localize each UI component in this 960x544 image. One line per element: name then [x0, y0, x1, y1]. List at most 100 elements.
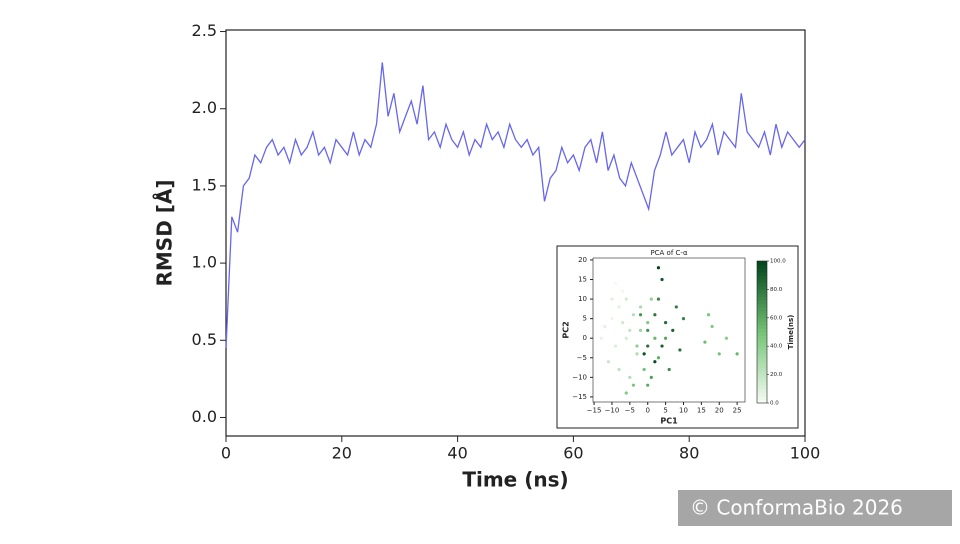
plot-frame: [225, 29, 806, 437]
pca-point: [628, 328, 632, 332]
pca-point: [735, 352, 739, 356]
pca-point: [631, 383, 636, 387]
colorbar-band: [757, 264, 767, 269]
pca-point: [599, 336, 603, 340]
colorbar-band: [757, 381, 767, 386]
x-axis-label: Time (ns): [462, 468, 568, 492]
pca-point: [628, 375, 632, 379]
y-tick-label: 15: [578, 276, 587, 284]
colorbar-band: [757, 310, 767, 315]
colorbar-band: [757, 261, 767, 266]
pca-point: [635, 352, 639, 356]
colorbar-band: [757, 388, 767, 393]
pca-point: [664, 320, 668, 325]
colorbar-band: [757, 335, 767, 340]
pca-point: [724, 336, 729, 340]
x-tick-label: −5: [625, 406, 635, 414]
pca-point: [674, 305, 678, 309]
pca-point: [642, 352, 646, 356]
pca-point: [603, 324, 607, 329]
colorbar-band: [757, 307, 767, 312]
x-tick-label: −10: [605, 406, 620, 414]
colorbar-band: [757, 342, 767, 347]
y-tick-label: 20: [578, 256, 587, 264]
colorbar-tick-label: 40.0: [770, 344, 783, 350]
x-tick-label: −15: [587, 406, 602, 414]
plot-frame: [592, 257, 746, 403]
x-tick-label: 0: [221, 444, 231, 463]
pca-point: [617, 305, 621, 309]
pca-point: [646, 328, 650, 332]
colorbar-band: [757, 296, 767, 301]
pca-point: [653, 313, 657, 317]
y-tick-label: −15: [572, 393, 587, 401]
y-tick-label: 2.0: [192, 98, 217, 117]
pca-point: [710, 324, 714, 329]
pca-point: [638, 305, 643, 309]
colorbar-band: [757, 268, 767, 273]
colorbar-band: [757, 356, 767, 361]
colorbar-band: [757, 282, 767, 287]
x-tick-label: 80: [679, 444, 699, 463]
colorbar-band: [757, 385, 767, 390]
pca-point: [646, 383, 650, 387]
y-tick-label: 10: [578, 295, 587, 303]
pca-point: [621, 320, 625, 325]
pca-point: [606, 360, 610, 364]
pca-point: [631, 313, 636, 317]
pca-point: [613, 344, 618, 348]
inset-y-label: PC2: [562, 321, 571, 338]
colorbar-band: [757, 303, 767, 308]
y-tick-label: 1.0: [192, 253, 217, 272]
pca-point: [617, 367, 621, 372]
x-tick-label: 60: [563, 444, 583, 463]
x-tick-label: 100: [790, 444, 821, 463]
colorbar-band: [757, 349, 767, 354]
pca-point: [656, 356, 661, 360]
colorbar-band: [757, 314, 767, 319]
pca-point: [681, 317, 686, 321]
pca-point: [649, 297, 653, 301]
pca-point: [678, 348, 682, 352]
pca-point: [646, 320, 650, 325]
x-tick-label: 15: [697, 406, 706, 414]
colorbar-band: [757, 332, 767, 337]
colorbar-tick-label: 80.0: [770, 287, 783, 293]
y-tick-label: −5: [577, 354, 587, 362]
colorbar-band: [757, 289, 767, 294]
inset-x-label: PC1: [660, 417, 678, 426]
pca-point: [610, 317, 614, 321]
y-tick-label: 5: [583, 315, 587, 323]
colorbar-band: [757, 271, 767, 276]
colorbar-band: [757, 371, 767, 376]
colorbar-band: [757, 360, 767, 365]
colorbar-band: [757, 374, 767, 379]
colorbar-tick-label: 100.0: [770, 259, 786, 265]
pca-point: [671, 328, 675, 332]
colorbar-label: Time(ns): [787, 315, 795, 350]
colorbar-band: [757, 292, 767, 297]
pca-point: [667, 367, 671, 372]
colorbar-band: [757, 353, 767, 358]
pca-point: [656, 266, 661, 270]
pca-point: [646, 344, 650, 348]
pca-point: [635, 344, 639, 348]
x-tick-label: 25: [733, 406, 742, 414]
pca-point: [660, 344, 664, 348]
y-tick-label: 1.5: [192, 175, 217, 194]
colorbar-band: [757, 321, 767, 326]
y-axis-label: RMSD [Å]: [153, 179, 177, 286]
colorbar-band: [757, 378, 767, 383]
y-tick-label: 0.0: [192, 407, 217, 426]
x-tick-label: 10: [679, 406, 688, 414]
pca-point: [642, 367, 646, 372]
y-tick-label: 2.5: [192, 21, 217, 40]
pca-point: [638, 328, 643, 332]
x-tick-label: 5: [663, 406, 667, 414]
x-tick-label: 40: [447, 444, 467, 463]
colorbar-band: [757, 339, 767, 344]
colorbar-band: [757, 278, 767, 283]
pca-point: [621, 289, 625, 293]
